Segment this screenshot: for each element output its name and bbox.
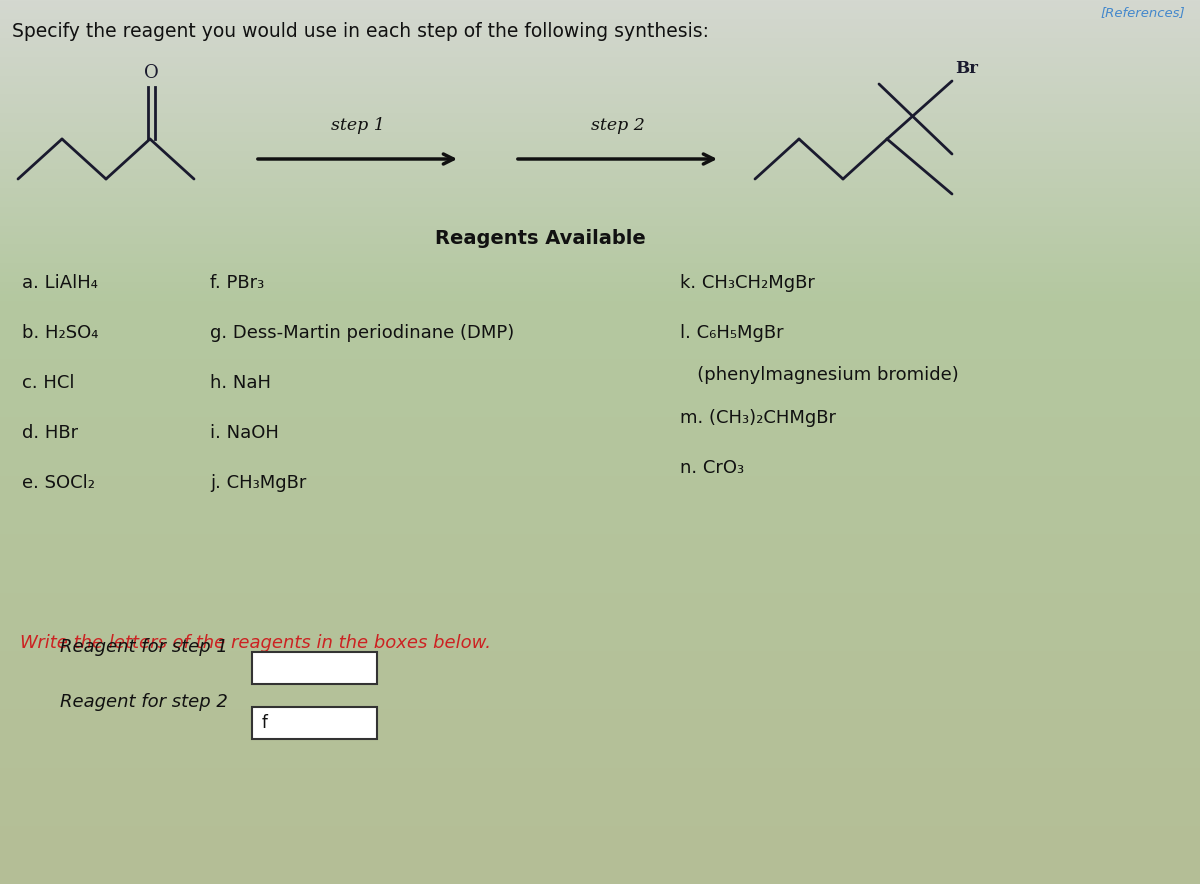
Text: (phenylmagnesium bromide): (phenylmagnesium bromide) [680, 366, 959, 384]
Text: step 2: step 2 [592, 117, 644, 134]
Text: [References]: [References] [1100, 6, 1186, 19]
Text: n. CrO₃: n. CrO₃ [680, 459, 744, 477]
Text: Specify the reagent you would use in each step of the following synthesis:: Specify the reagent you would use in eac… [12, 22, 709, 41]
Text: step 1: step 1 [331, 117, 385, 134]
Text: Reagents Available: Reagents Available [434, 229, 646, 248]
Text: i. NaOH: i. NaOH [210, 424, 278, 442]
Text: h. NaH: h. NaH [210, 374, 271, 392]
Text: k. CH₃CH₂MgBr: k. CH₃CH₂MgBr [680, 274, 815, 292]
Text: b. H₂SO₄: b. H₂SO₄ [22, 324, 98, 342]
Text: Reagent for step 1: Reagent for step 1 [60, 638, 228, 656]
Text: d. HBr: d. HBr [22, 424, 78, 442]
Text: m. (CH₃)₂CHMgBr: m. (CH₃)₂CHMgBr [680, 409, 836, 427]
Text: g. Dess-Martin periodinane (DMP): g. Dess-Martin periodinane (DMP) [210, 324, 515, 342]
Text: f: f [262, 714, 268, 732]
Text: Write the letters of the reagents in the boxes below.: Write the letters of the reagents in the… [20, 634, 491, 652]
Text: l. C₆H₅MgBr: l. C₆H₅MgBr [680, 324, 784, 342]
Bar [252, 652, 377, 684]
Text: a. LiAlH₄: a. LiAlH₄ [22, 274, 98, 292]
Text: Reagent for step 2: Reagent for step 2 [60, 693, 228, 711]
Text: c. HCl: c. HCl [22, 374, 74, 392]
Text: j. CH₃MgBr: j. CH₃MgBr [210, 474, 306, 492]
Text: Br: Br [955, 60, 978, 77]
Text: e. SOCl₂: e. SOCl₂ [22, 474, 95, 492]
Text: f. PBr₃: f. PBr₃ [210, 274, 264, 292]
Bar [252, 707, 377, 739]
Text: O: O [144, 64, 158, 82]
